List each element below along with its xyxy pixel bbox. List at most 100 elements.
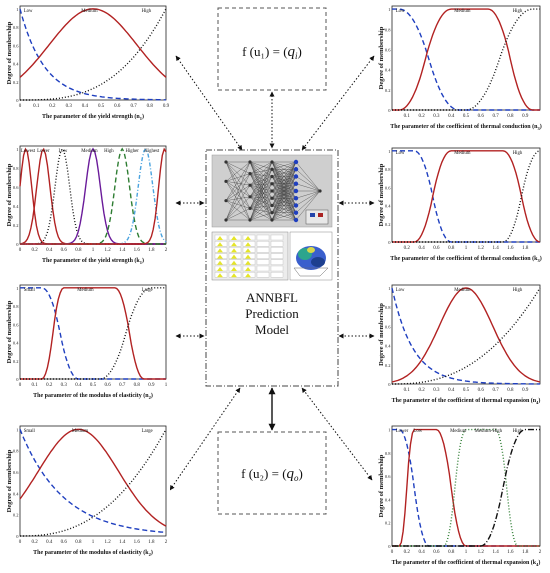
nn-node xyxy=(248,206,252,210)
y-tick-label: 0.2 xyxy=(13,513,19,518)
membership-term-label: Lowest xyxy=(21,149,36,154)
y-axis-label: Degree of membership xyxy=(378,26,385,89)
x-tick-label: 0.4 xyxy=(46,248,53,253)
membership-curve-1 xyxy=(19,429,167,534)
membership-curve-2 xyxy=(391,287,541,383)
formula-top-rhs: ) xyxy=(298,44,302,59)
x-tick-label: 1.4 xyxy=(119,540,126,545)
x-tick-label: 1.2 xyxy=(478,246,485,251)
y-tick-label: 0 xyxy=(388,382,391,387)
y-tick-label: 0.2 xyxy=(385,88,391,93)
x-tick-label: 0.8 xyxy=(75,248,82,253)
membership-curve-3 xyxy=(20,428,167,537)
x-tick-label: 1.8 xyxy=(148,540,155,545)
formula-box-top xyxy=(217,7,327,91)
x-axis-label: The parameter of the yield strength (n1) xyxy=(42,113,144,121)
y-tick-label: 0.6 xyxy=(13,185,19,190)
membership-term-label: Large xyxy=(142,429,153,434)
y-axis-label: Degree of membership xyxy=(6,21,13,84)
x-tick-label: 2 xyxy=(165,248,168,253)
membership-term-label: High xyxy=(513,151,523,156)
x-tick-label: 0.4 xyxy=(418,246,425,251)
y-tick-label: 0 xyxy=(388,240,391,245)
y-tick-label: 0 xyxy=(16,98,19,103)
membership-term-label: High xyxy=(513,288,523,293)
x-tick-label: 0.4 xyxy=(46,540,53,545)
x-tick-label: 1.4 xyxy=(119,248,126,253)
nn-node xyxy=(248,172,252,176)
x-tick-label: 0.8 xyxy=(448,246,455,251)
y-tick-label: 0.4 xyxy=(385,497,391,502)
x-axis-label: The parameter of the yield strength (k1) xyxy=(42,257,144,265)
y-tick-label: 1 xyxy=(388,286,390,291)
membership-curve-2 xyxy=(392,150,541,243)
membership-term-label: Medium xyxy=(450,429,467,434)
y-tick-label: 0.2 xyxy=(13,80,19,85)
nn-node xyxy=(270,160,274,164)
x-tick-label: 0.8 xyxy=(75,540,82,545)
nn-node xyxy=(248,183,252,187)
x-tick-label: 0.6 xyxy=(61,248,68,253)
y-tick-label: 0.8 xyxy=(385,27,391,32)
y-tick-label: 0.6 xyxy=(13,43,19,48)
nn-node xyxy=(293,174,299,179)
membership-term-label: Medium xyxy=(77,288,94,293)
membership-term-label: High xyxy=(104,149,114,154)
y-tick-label: 0.4 xyxy=(385,204,391,209)
membership-term-label: Low xyxy=(413,429,422,434)
membership-curve-2 xyxy=(392,8,540,111)
nn-node xyxy=(270,196,274,200)
membership-plot-expansion-1: Degree of membership 0 0.2 0.4 0.6 0.8 1 0.1 0.2… xyxy=(378,283,544,408)
membership-term-label: Medium xyxy=(81,149,98,154)
membership-term-label: Low xyxy=(59,149,68,154)
arrow-plot1-to-center xyxy=(175,55,243,151)
nn-node xyxy=(270,174,274,179)
membership-term-label: Small xyxy=(24,429,36,434)
nn-node xyxy=(270,189,274,193)
membership-curve-3 xyxy=(20,287,166,380)
x-tick-label: 0.9 xyxy=(148,383,155,388)
x-tick-label: 0.4 xyxy=(418,550,425,555)
nn-node xyxy=(270,182,274,186)
x-tick-label: 1 xyxy=(92,248,95,253)
y-tick-label: 0.8 xyxy=(385,167,391,172)
y-tick-label: 0.4 xyxy=(13,62,19,67)
x-tick-label: 0.8 xyxy=(448,550,455,555)
membership-term-label: Medium xyxy=(454,9,471,14)
x-tick-label: 1.8 xyxy=(522,246,529,251)
nn-node xyxy=(224,179,228,183)
x-axis-label: The parameter of the coefficient of ther… xyxy=(390,123,541,131)
x-tick-label: 0.3 xyxy=(433,114,440,119)
formula-top-text: f (u₁) = (qi) xyxy=(242,44,302,61)
formula-bottom-lhs: f (u₂) = ( xyxy=(241,466,286,481)
x-tick-label: 1 xyxy=(465,550,468,555)
y-axis-label: Degree of membership xyxy=(378,454,385,517)
nn-node xyxy=(293,167,299,172)
y-tick-label: 0 xyxy=(388,544,391,549)
y-tick-label: 0.4 xyxy=(13,204,19,209)
x-tick-label: 0.6 xyxy=(104,383,111,388)
formula-bottom-sub: o xyxy=(294,473,299,483)
formula-box-bottom xyxy=(217,431,327,515)
y-tick-label: 1 xyxy=(16,286,18,291)
y-tick-label: 0.4 xyxy=(13,341,19,346)
x-axis-label: The parameter of the modulus of elastici… xyxy=(33,392,153,400)
membership-curve-7 xyxy=(20,147,167,245)
y-tick-label: 0.8 xyxy=(385,305,391,310)
plot-axes-frame xyxy=(391,5,541,111)
y-tick-label: 0 xyxy=(388,108,391,113)
x-tick-label: 0 xyxy=(19,383,22,388)
membership-curve-1 xyxy=(391,287,540,385)
nn-node xyxy=(293,159,299,165)
x-tick-label: 1.6 xyxy=(507,550,514,555)
x-tick-label: 0.5 xyxy=(463,114,470,119)
surface-plot-image xyxy=(289,231,333,281)
nn-node xyxy=(224,199,228,203)
formula-top-var: q xyxy=(288,44,296,60)
x-tick-label: 0.6 xyxy=(433,550,440,555)
neural-network-image xyxy=(211,154,333,228)
membership-term-label: High xyxy=(142,9,152,14)
x-tick-label: 0.4 xyxy=(75,383,82,388)
membership-plot-conduction-2: Degree of membership 0 0.2 0.4 0.6 0.8 1 0.2 0.4… xyxy=(378,146,544,266)
